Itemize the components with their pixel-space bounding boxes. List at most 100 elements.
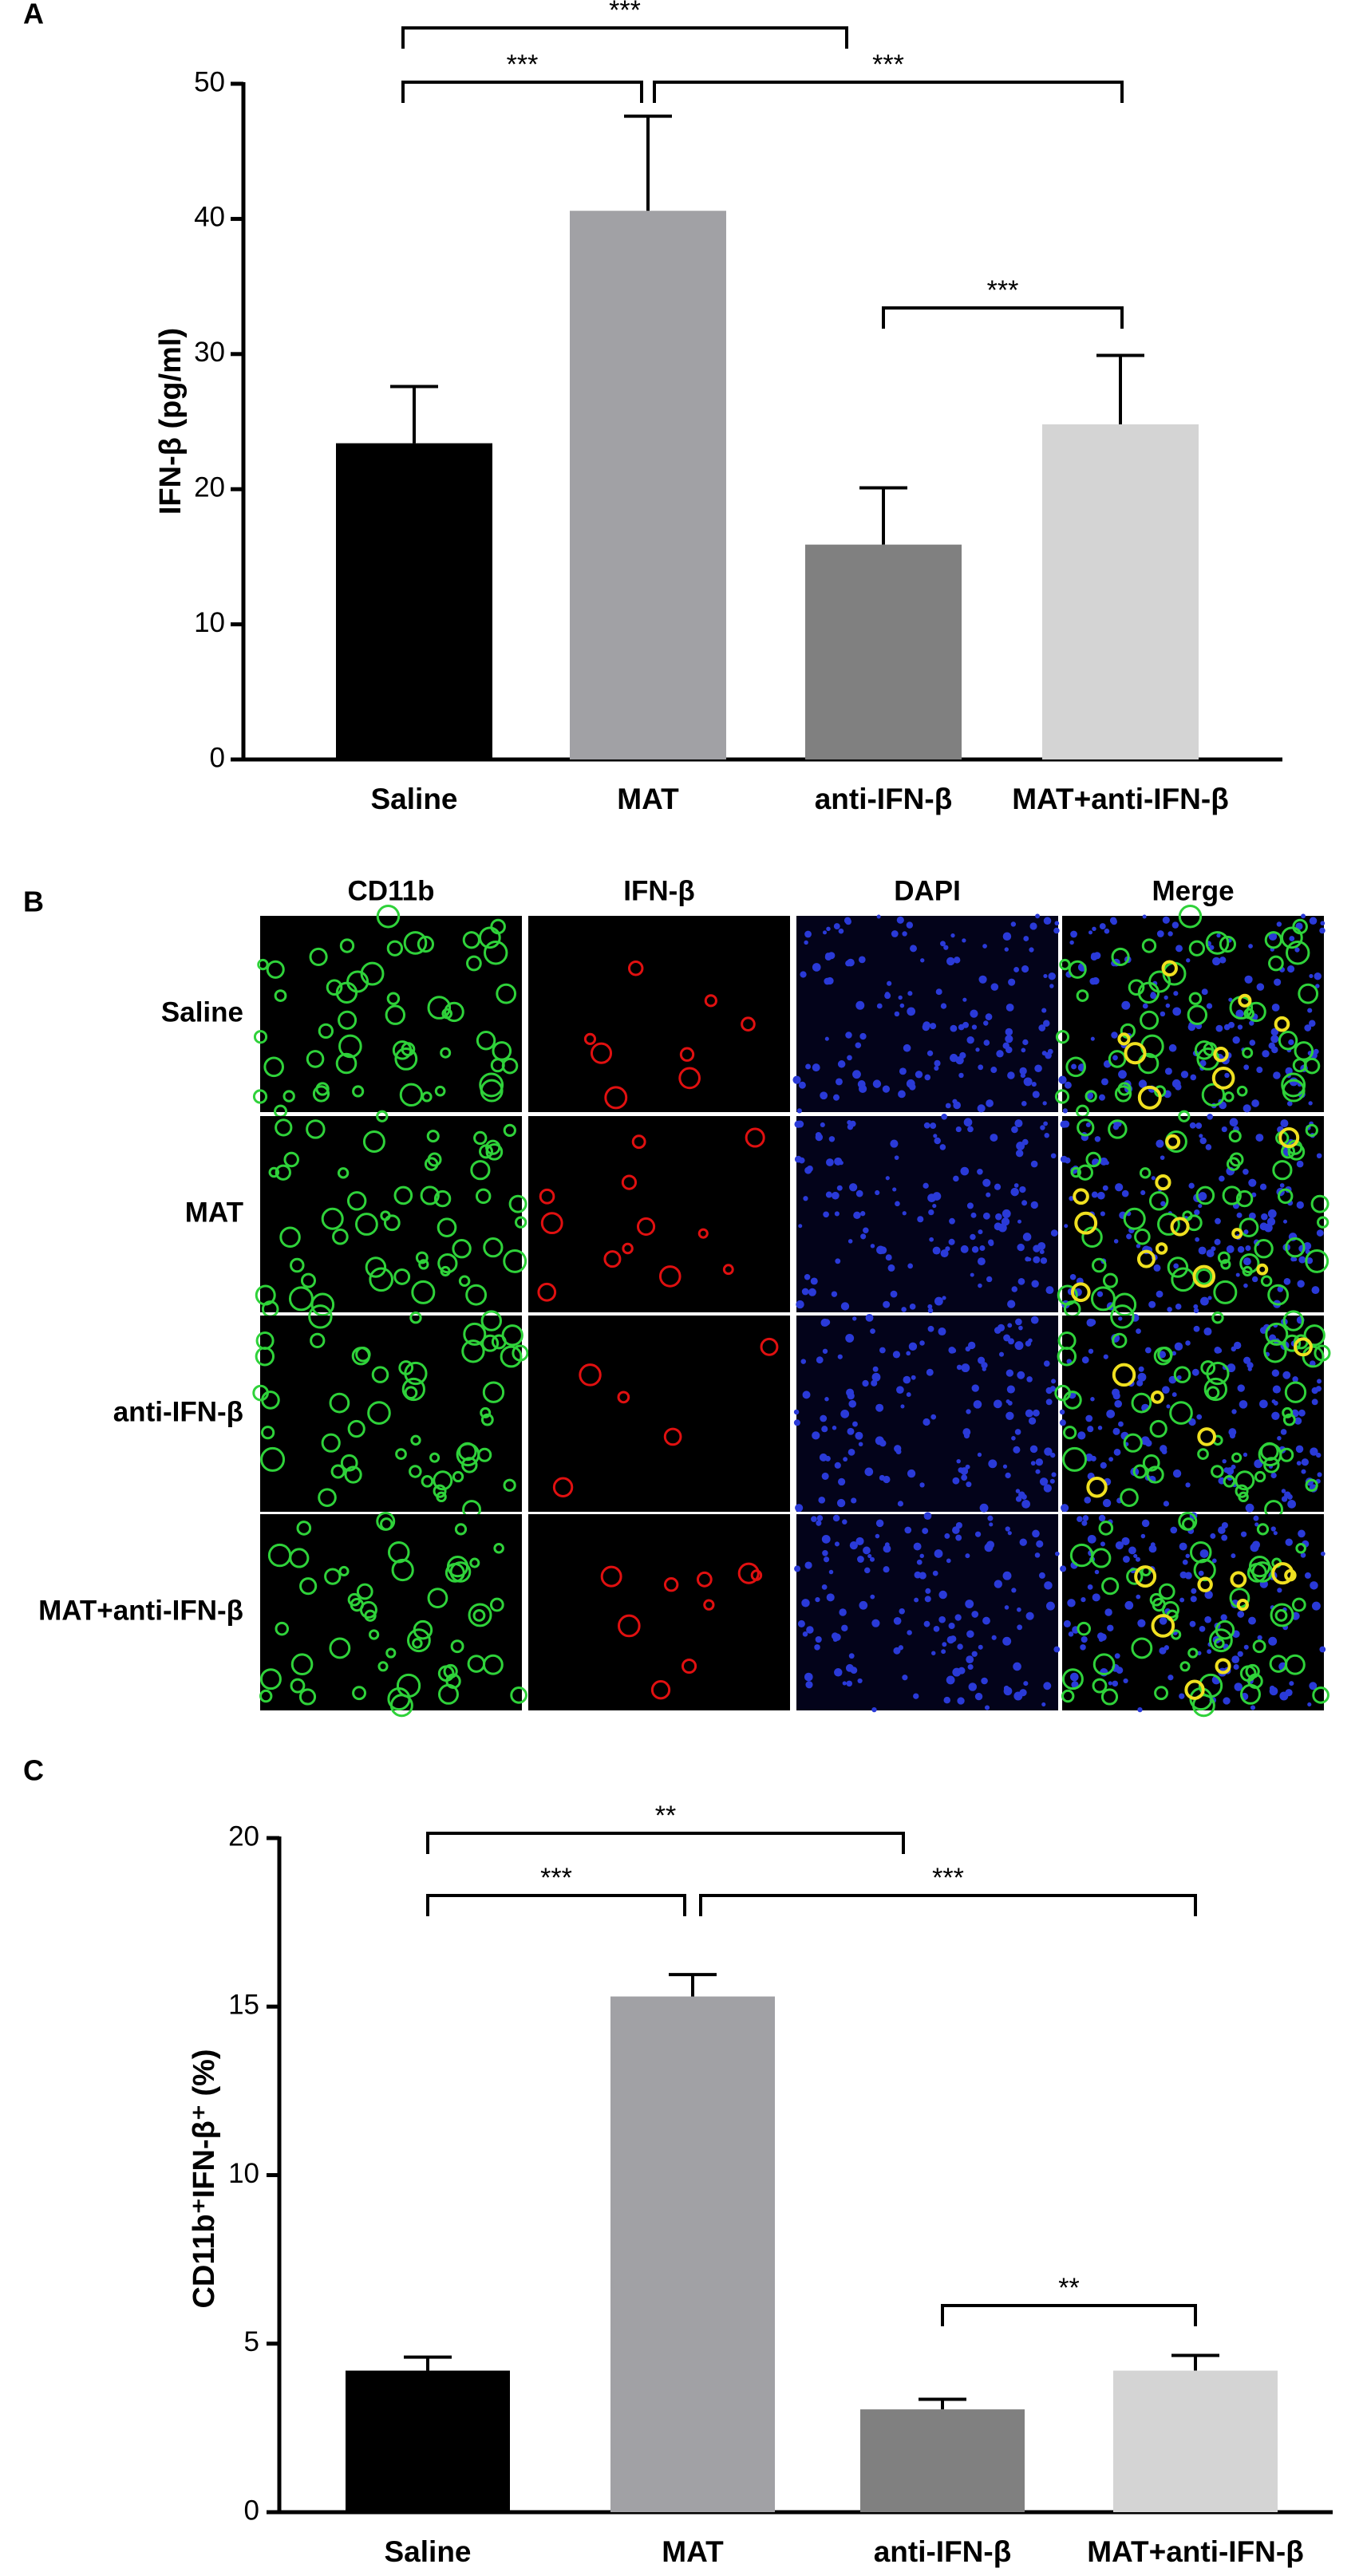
nucleus bbox=[1283, 1277, 1291, 1285]
nucleus bbox=[1219, 1175, 1225, 1182]
nucleus bbox=[1005, 1003, 1014, 1012]
nucleus bbox=[875, 1533, 880, 1539]
y-tick-label: 5 bbox=[244, 2326, 259, 2357]
nucleus bbox=[926, 1050, 934, 1056]
nucleus bbox=[1021, 1499, 1030, 1509]
nucleus bbox=[950, 933, 955, 938]
nucleus bbox=[946, 957, 955, 966]
nucleus bbox=[1044, 1581, 1053, 1590]
nucleus bbox=[1162, 1386, 1170, 1395]
nucleus bbox=[1088, 1348, 1094, 1354]
nucleus bbox=[1263, 1223, 1273, 1233]
nucleus bbox=[1029, 947, 1034, 953]
nucleus bbox=[978, 1064, 984, 1071]
nucleus bbox=[966, 1481, 972, 1488]
nucleus bbox=[933, 1134, 938, 1138]
nucleus bbox=[934, 1296, 943, 1306]
nucleus bbox=[1289, 936, 1295, 941]
nucleus bbox=[902, 1211, 907, 1216]
nucleus bbox=[1089, 977, 1097, 985]
nucleus bbox=[837, 1060, 846, 1068]
nucleus bbox=[1114, 1653, 1120, 1659]
bar bbox=[610, 1996, 775, 2512]
nucleus bbox=[800, 971, 807, 978]
nucleus bbox=[894, 1011, 900, 1017]
nucleus bbox=[872, 1079, 882, 1088]
nucleus bbox=[804, 940, 808, 945]
nucleus bbox=[1277, 1436, 1282, 1441]
nucleus bbox=[1112, 1123, 1120, 1130]
cell bbox=[627, 960, 644, 976]
nucleus bbox=[956, 1364, 962, 1371]
nucleus bbox=[1298, 1256, 1306, 1264]
nucleus bbox=[835, 1078, 843, 1086]
nucleus bbox=[1233, 1341, 1242, 1350]
x-tick-label: anti-IFN-β bbox=[874, 2535, 1012, 2568]
nucleus bbox=[837, 1477, 846, 1486]
nucleus bbox=[1006, 1385, 1015, 1394]
nucleus bbox=[1112, 1055, 1118, 1061]
nucleus bbox=[1203, 1327, 1212, 1336]
nucleus bbox=[961, 1363, 970, 1373]
nucleus bbox=[1018, 1491, 1025, 1499]
nucleus bbox=[1255, 1134, 1264, 1142]
cell bbox=[300, 1272, 317, 1288]
nucleus bbox=[844, 917, 851, 924]
nucleus bbox=[981, 1677, 988, 1685]
nucleus bbox=[1069, 1672, 1079, 1682]
error-bar bbox=[1171, 2353, 1219, 2371]
cell bbox=[1178, 905, 1203, 929]
nucleus bbox=[977, 1452, 982, 1458]
nucleus bbox=[893, 1616, 902, 1625]
nucleus bbox=[1207, 1113, 1213, 1120]
nucleus bbox=[1138, 1079, 1148, 1088]
nucleus bbox=[1287, 965, 1295, 973]
nucleus bbox=[870, 1328, 875, 1334]
nucleus bbox=[1237, 1024, 1243, 1030]
significance-bracket bbox=[401, 26, 848, 49]
nucleus bbox=[896, 1386, 904, 1395]
nucleus bbox=[1112, 1392, 1120, 1400]
cell bbox=[1235, 1189, 1254, 1208]
nucleus bbox=[897, 1501, 904, 1507]
nucleus bbox=[990, 1134, 998, 1142]
nucleus bbox=[986, 1099, 994, 1107]
nucleus bbox=[1100, 1541, 1105, 1547]
cell bbox=[1070, 1282, 1091, 1303]
cell bbox=[1256, 1523, 1270, 1536]
nucleus bbox=[883, 1544, 891, 1553]
nucleus bbox=[798, 1224, 803, 1229]
micrograph bbox=[1057, 1110, 1329, 1318]
nucleus bbox=[1123, 1678, 1128, 1684]
significance-bracket bbox=[941, 2304, 1197, 2326]
cell bbox=[299, 1577, 318, 1596]
nucleus bbox=[1307, 1008, 1313, 1013]
nucleus bbox=[802, 1391, 811, 1399]
cell bbox=[722, 1264, 734, 1276]
nucleus bbox=[892, 1187, 897, 1192]
nucleus bbox=[1160, 1011, 1166, 1017]
nucleus bbox=[1133, 1553, 1138, 1559]
nucleus bbox=[914, 1571, 922, 1579]
cell bbox=[1246, 1001, 1266, 1023]
nucleus bbox=[1036, 1540, 1044, 1548]
nucleus bbox=[1310, 1581, 1318, 1590]
nucleus bbox=[1002, 1636, 1012, 1646]
nucleus bbox=[1007, 1071, 1015, 1079]
cell bbox=[1112, 1332, 1128, 1349]
nucleus bbox=[1086, 1318, 1095, 1327]
cell bbox=[1295, 1542, 1306, 1554]
y-tick-label: 10 bbox=[194, 607, 225, 638]
nucleus bbox=[1167, 1307, 1172, 1312]
nucleus bbox=[1019, 1067, 1027, 1075]
cell bbox=[1270, 1603, 1294, 1627]
cell bbox=[696, 1571, 713, 1588]
nucleus bbox=[801, 1599, 810, 1608]
nucleus bbox=[1298, 1529, 1306, 1538]
cell bbox=[501, 1057, 519, 1075]
nucleus bbox=[1158, 1351, 1167, 1359]
nucleus bbox=[1084, 1496, 1092, 1504]
nucleus bbox=[1280, 1119, 1289, 1128]
nucleus bbox=[1156, 1139, 1164, 1148]
cell bbox=[1091, 1548, 1112, 1568]
